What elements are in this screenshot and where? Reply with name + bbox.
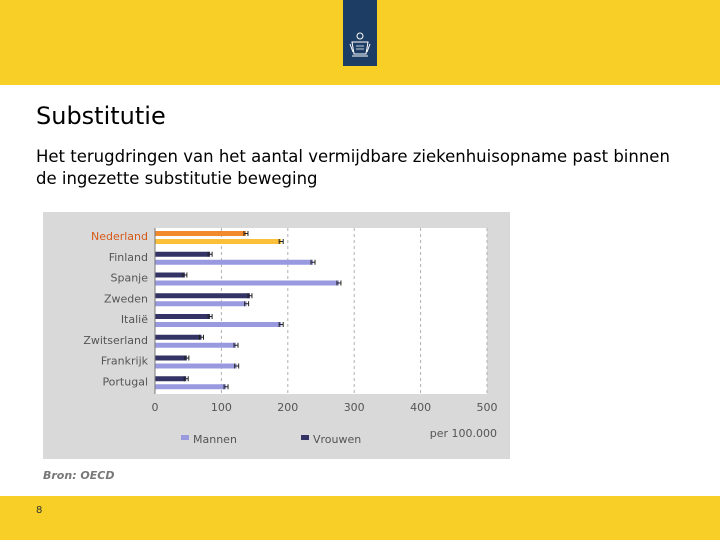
legend-label-mannen: Mannen: [193, 433, 237, 446]
bar: [155, 322, 282, 327]
bar: [155, 251, 211, 257]
bar: [155, 231, 246, 236]
crest-icon: [349, 32, 371, 57]
x-tick-label: 500: [477, 401, 498, 414]
bar: [155, 239, 282, 244]
bottom-band: [0, 496, 720, 540]
x-tick-label: 0: [152, 401, 159, 414]
legend-swatch-mannen: [181, 435, 189, 440]
x-tick-label: 300: [344, 401, 365, 414]
y-category-label: Portugal: [102, 375, 148, 388]
bar: [155, 384, 227, 390]
rijksoverheid-logo: [343, 0, 377, 66]
x-tick-label: 400: [410, 401, 431, 414]
y-category-label: Frankrijk: [101, 355, 149, 368]
y-category-label: Zweden: [104, 292, 148, 305]
bar: [155, 355, 187, 361]
y-category-label: Zwitserland: [83, 334, 148, 347]
bar: [155, 376, 187, 382]
page-number: 8: [36, 505, 43, 516]
y-category-label: Nederland: [91, 230, 148, 243]
bar: [155, 334, 202, 340]
y-category-label: Spanje: [110, 272, 148, 285]
x-tick-label: 100: [211, 401, 232, 414]
x-tick-label: 200: [277, 401, 298, 414]
unit-label: per 100.000: [430, 427, 497, 440]
bar: [155, 314, 211, 319]
bar: [155, 342, 237, 348]
bar-chart: 0 100 200 300 400 500 Nederland Finland Spanje Zw…: [43, 212, 510, 459]
slide-subtitle: Het terugdringen van het aantal vermijdb…: [36, 147, 670, 188]
slide-title: Substitutie: [36, 102, 166, 130]
bar: [155, 301, 247, 307]
bar: [155, 280, 339, 286]
bar: [155, 363, 237, 369]
bar: [155, 259, 314, 265]
bar: [155, 293, 250, 299]
chart-canvas: 0 100 200 300 400 500 Nederland Finland Spanje Zw…: [43, 212, 510, 459]
legend-swatch-vrouwen: [301, 435, 309, 440]
y-category-label: Italië: [121, 313, 148, 326]
legend-label-vrouwen: Vrouwen: [313, 433, 361, 446]
bar: [155, 272, 185, 278]
y-category-label: Finland: [109, 251, 148, 264]
source-note: Bron: OECD: [43, 469, 115, 482]
